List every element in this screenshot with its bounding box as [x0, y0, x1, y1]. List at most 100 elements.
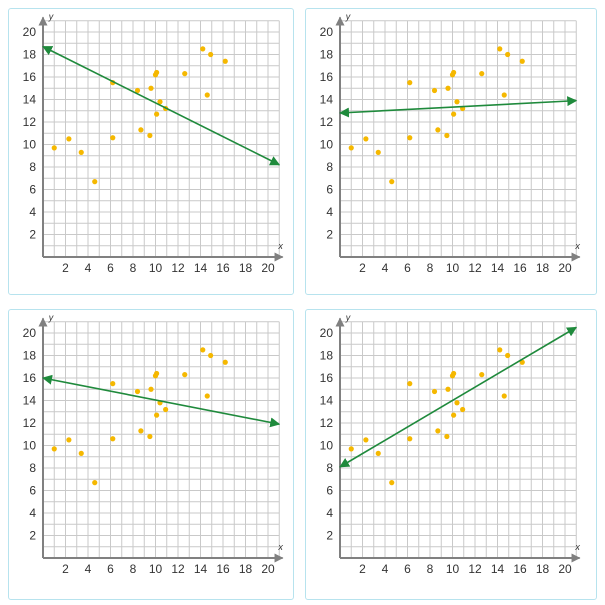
x-tick-label: 6: [404, 562, 411, 576]
scatter-chart-3: x y 2 4 6 8 10 12 14 16 18 20 2 4 6 8 10 12 14 16 18 20: [23, 312, 284, 576]
y-tick-label: 4: [326, 506, 333, 520]
data-point: [110, 135, 116, 141]
x-tick-label: 10: [446, 261, 460, 275]
y-tick-label: 2: [29, 529, 36, 543]
data-point: [460, 406, 466, 413]
trend-line: [339, 96, 578, 118]
x-tick-label: 4: [382, 261, 389, 275]
data-point: [222, 359, 228, 365]
x-tick-label: 16: [216, 261, 230, 275]
graph-card-3[interactable]: x y 2 4 6 8 10 12 14 16 18 20 2 4 6 8 10 12 14 16 18 20: [8, 309, 294, 600]
data-point: [134, 388, 141, 395]
y-tick-label: 18: [320, 48, 334, 62]
grid-lines: [43, 321, 280, 558]
grid-lines: [340, 321, 577, 558]
scatter-chart-2: x y 2 4 6 8 10 12 14 16 18 20 2 4 6 8 10 12 14 16 18 20: [320, 11, 581, 275]
data-point: [110, 381, 116, 387]
x-tick-label: 6: [107, 261, 114, 275]
x-tick-label: 20: [261, 261, 275, 275]
x-tick-label: 20: [558, 562, 572, 576]
data-point: [66, 136, 72, 142]
grid-lines: [340, 20, 577, 257]
data-point: [407, 436, 413, 442]
y-tick-label: 8: [29, 160, 36, 174]
data-point: [200, 347, 206, 353]
x-tick-label: 12: [171, 261, 185, 275]
x-tick-label: 20: [558, 261, 572, 275]
grid-lines: [43, 20, 280, 257]
x-tick-label: 8: [130, 261, 137, 275]
y-tick-label: 4: [326, 205, 333, 219]
data-point: [454, 99, 460, 105]
graph-card-1[interactable]: x y 2 4 6 8 10 12 14 16 18 20 2 4 6 8 10 12 14 16 18 20: [8, 8, 294, 295]
x-tick-label: 18: [536, 562, 550, 576]
data-point: [451, 412, 457, 418]
data-point: [138, 127, 144, 133]
data-point: [182, 372, 188, 378]
data-point: [505, 352, 511, 359]
data-point: [148, 85, 154, 91]
x-tick-label: 18: [239, 562, 253, 576]
x-tick-label: 2: [62, 261, 69, 275]
y-tick-label: 10: [320, 138, 334, 152]
data-point: [147, 132, 153, 139]
y-tick-label: 20: [23, 25, 37, 39]
x-axis-label: x: [574, 241, 580, 251]
graph-card-2[interactable]: x y 2 4 6 8 10 12 14 16 18 20 2 4 6 8 10 12 14 16 18 20: [305, 8, 597, 295]
y-tick-label: 20: [320, 326, 334, 340]
x-tick-label: 14: [194, 261, 208, 275]
data-point: [407, 80, 413, 86]
x-tick-label: 12: [468, 261, 482, 275]
data-point: [363, 136, 369, 142]
x-tick-label: 10: [149, 261, 163, 275]
x-tick-label: 14: [491, 562, 505, 576]
x-tick-label: 16: [513, 261, 527, 275]
y-tick-label: 4: [29, 506, 36, 520]
data-point: [435, 428, 441, 434]
data-point: [389, 179, 395, 185]
data-point: [435, 127, 441, 133]
y-tick-label: 16: [320, 371, 334, 385]
x-tick-label: 18: [536, 261, 550, 275]
data-point: [348, 145, 354, 151]
y-tick-label: 8: [326, 160, 333, 174]
trend-line: [42, 45, 281, 166]
y-tick-label: 10: [23, 439, 37, 453]
graph-card-4[interactable]: x y 2 4 6 8 10 12 14 16 18 20 2 4 6 8 10 12 14 16 18 20: [305, 309, 597, 600]
y-tick-label: 12: [23, 115, 37, 129]
y-axis-label: y: [48, 11, 54, 21]
data-point: [501, 393, 507, 399]
x-tick-label: 4: [85, 261, 92, 275]
data-point: [222, 58, 228, 64]
data-point: [51, 446, 57, 452]
y-tick-label: 2: [326, 228, 333, 242]
data-point: [348, 446, 354, 452]
data-point: [208, 51, 214, 58]
data-point: [154, 412, 160, 418]
y-tick-label: 2: [326, 529, 333, 543]
y-tick-label: 6: [326, 183, 333, 197]
y-tick-label: 16: [320, 70, 334, 84]
data-point: [110, 436, 116, 442]
data-point: [454, 400, 460, 406]
scatter-chart-4: x y 2 4 6 8 10 12 14 16 18 20 2 4 6 8 10 12 14 16 18 20: [320, 312, 581, 576]
y-tick-label: 18: [320, 349, 334, 363]
x-tick-label: 14: [491, 261, 505, 275]
data-point: [154, 69, 160, 76]
data-point: [78, 149, 84, 155]
data-point: [519, 58, 525, 64]
y-axis-label: y: [48, 312, 54, 322]
data-point: [445, 85, 451, 91]
y-tick-label: 12: [23, 416, 37, 430]
data-point: [479, 71, 485, 77]
data-point: [505, 51, 511, 58]
data-point: [389, 480, 395, 486]
data-point: [182, 71, 188, 77]
data-point: [451, 111, 457, 117]
y-tick-label: 14: [320, 93, 334, 107]
x-tick-label: 8: [427, 261, 434, 275]
x-tick-label: 20: [261, 562, 275, 576]
y-tick-label: 18: [23, 349, 37, 363]
y-tick-label: 6: [326, 484, 333, 498]
data-point: [92, 179, 98, 185]
